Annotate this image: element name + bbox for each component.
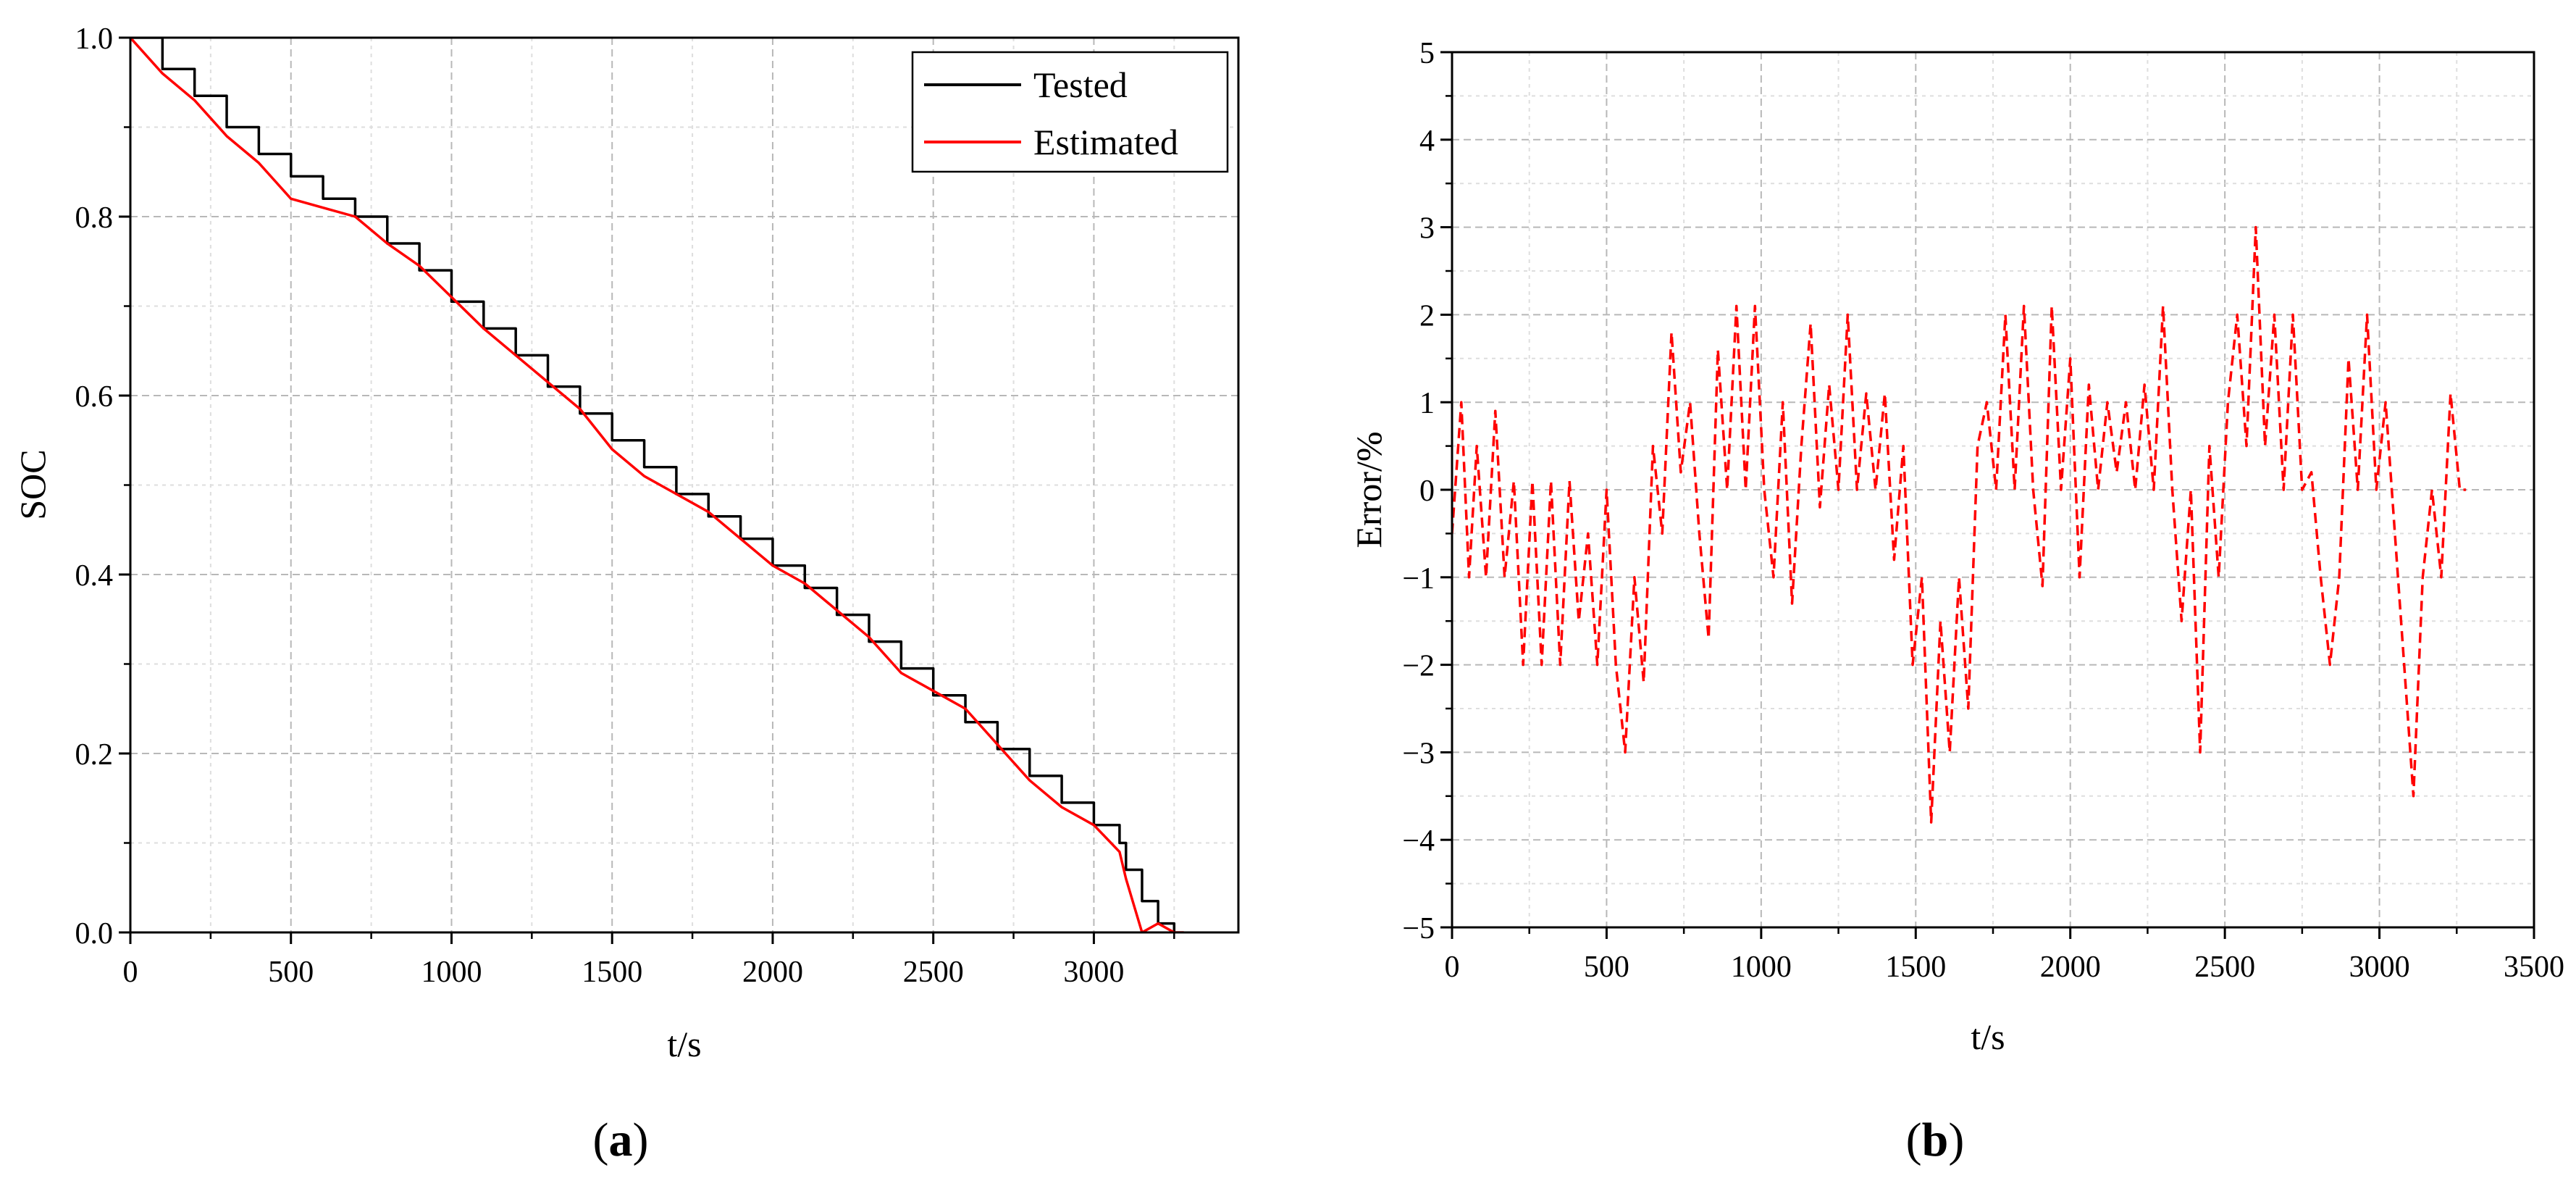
panel-a-series — [130, 38, 1184, 932]
y-tick-label: 4 — [1419, 125, 1435, 158]
x-tick-label: 500 — [268, 956, 314, 989]
panel-b-ticks — [1440, 51, 2535, 939]
y-tick-label: 0 — [1419, 475, 1435, 508]
y-tick-label: −5 — [1402, 912, 1435, 945]
panel-a-y-tick-labels: 0.0 0.2 0.4 0.6 0.8 1.0 — [75, 22, 114, 951]
x-tick-label: 2500 — [2194, 951, 2255, 984]
x-tick-label: 3000 — [1063, 956, 1124, 989]
x-tick-label: 1500 — [582, 956, 642, 989]
x-tick-label: 2000 — [2040, 951, 2101, 984]
series-line-error — [1452, 225, 2467, 824]
x-tick-label: 1000 — [1731, 951, 1792, 984]
y-tick-label: 1 — [1419, 387, 1435, 420]
panel-a-caption: (a) — [593, 1114, 649, 1166]
panel-b-grid — [1452, 52, 2534, 927]
y-tick-label: −2 — [1402, 650, 1435, 683]
y-tick-label: 2 — [1419, 299, 1435, 333]
y-tick-label: 5 — [1419, 37, 1435, 70]
y-tick-label: 3 — [1419, 212, 1435, 246]
y-tick-label: 0.0 — [75, 917, 114, 951]
panel-a-x-axis-label: t/s — [667, 1024, 701, 1064]
y-tick-label: −1 — [1402, 562, 1435, 596]
y-tick-label: 0.6 — [75, 380, 114, 414]
legend-box — [911, 51, 1229, 173]
x-tick-label: 0 — [123, 956, 138, 989]
x-tick-label: 1000 — [421, 956, 482, 989]
y-tick-label: 0.4 — [75, 559, 114, 593]
panel-a-legend: Tested Estimated — [911, 51, 1229, 173]
panel-b-x-tick-labels: 0 500 1000 1500 2000 2500 3000 3500 — [1445, 951, 2565, 984]
y-tick-label: −4 — [1402, 824, 1435, 858]
panel-b-x-axis-label: t/s — [1971, 1016, 2005, 1057]
x-tick-label: 1500 — [1885, 951, 1946, 984]
x-tick-label: 3500 — [2504, 951, 2564, 984]
x-tick-label: 2500 — [903, 956, 964, 989]
panel-b-series — [1452, 225, 2467, 824]
y-tick-label: 1.0 — [75, 22, 114, 56]
legend-label-tested: Tested — [1033, 64, 1128, 105]
panel-a-grid — [130, 38, 1238, 932]
x-tick-label: 0 — [1445, 951, 1460, 984]
legend-label-estimated: Estimated — [1033, 122, 1178, 162]
y-tick-label: 0.8 — [75, 201, 114, 235]
panel-a-y-axis-label: SOC — [12, 449, 53, 519]
panel-a-soc-chart: 0 500 1000 1500 2000 2500 3000 0.0 0.2 0.4 0.6 0.8… — [12, 22, 1240, 1166]
panel-b-error-chart: 0 500 1000 1500 2000 2500 3000 3500 −5 −4 −3 −2 −1 0… — [1348, 37, 2564, 1166]
y-tick-label: −3 — [1402, 737, 1435, 770]
x-tick-label: 2000 — [742, 956, 803, 989]
panel-a-x-tick-labels: 0 500 1000 1500 2000 2500 3000 — [123, 956, 1125, 989]
series-line-tested — [130, 38, 1176, 932]
panel-b-y-tick-labels: −5 −4 −3 −2 −1 0 1 2 3 4 5 — [1402, 37, 1435, 945]
y-tick-label: 0.2 — [75, 738, 114, 772]
x-tick-label: 500 — [1584, 951, 1629, 984]
panel-b-y-axis-label: Error/% — [1348, 431, 1389, 548]
panel-a-ticks — [119, 36, 1175, 944]
x-tick-label: 3000 — [2349, 951, 2410, 984]
panel-b-caption: (b) — [1906, 1114, 1965, 1166]
series-line-estimated — [130, 38, 1184, 932]
